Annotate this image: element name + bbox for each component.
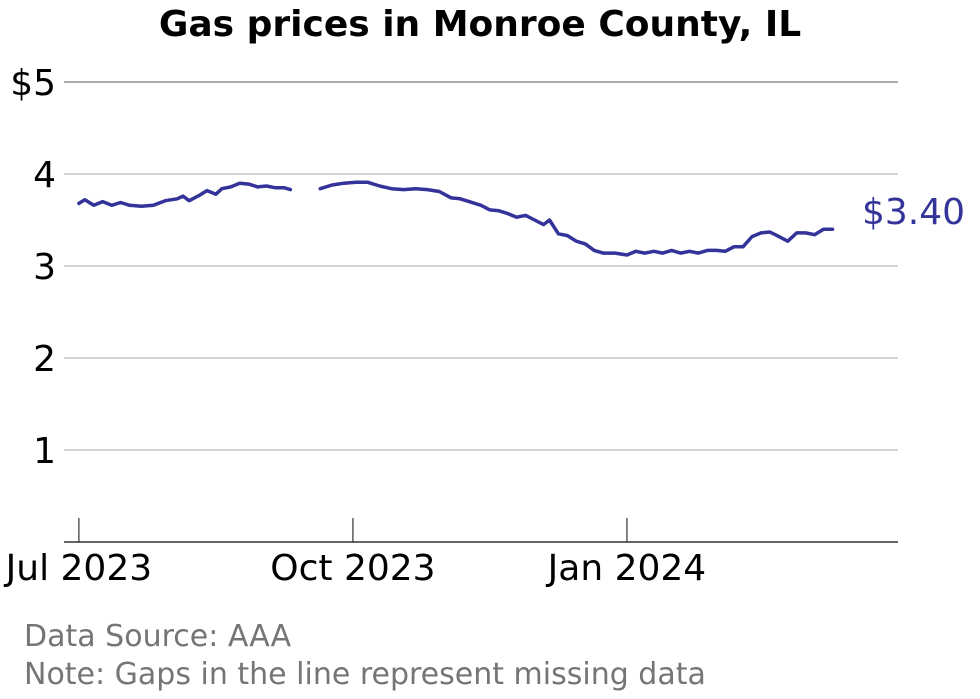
end-value-label: $3.40 xyxy=(862,192,965,233)
x-tick-label: Jul 2023 xyxy=(4,548,153,589)
x-tick-label: Jan 2024 xyxy=(546,548,707,589)
x-axis-ticks: Jul 2023 Oct 2023 Jan 2024 xyxy=(4,518,707,589)
y-axis-tick-labels: 1 2 3 4 $5 xyxy=(10,63,56,472)
gridlines xyxy=(64,81,898,451)
y-tick-label: 2 xyxy=(33,339,56,380)
data-source-note: Data Source: AAA xyxy=(24,619,292,654)
x-tick-label: Oct 2023 xyxy=(270,548,435,589)
chart-title: Gas prices in Monroe County, IL xyxy=(159,4,801,45)
y-tick-label: 4 xyxy=(33,155,56,196)
y-tick-label: $5 xyxy=(10,63,56,104)
missing-data-note: Note: Gaps in the line represent missing… xyxy=(24,657,706,692)
price-line-segment xyxy=(318,180,835,257)
price-line-segment xyxy=(77,181,293,208)
price-series xyxy=(77,180,835,257)
y-tick-label: 3 xyxy=(33,247,56,288)
y-tick-label: 1 xyxy=(33,431,56,472)
